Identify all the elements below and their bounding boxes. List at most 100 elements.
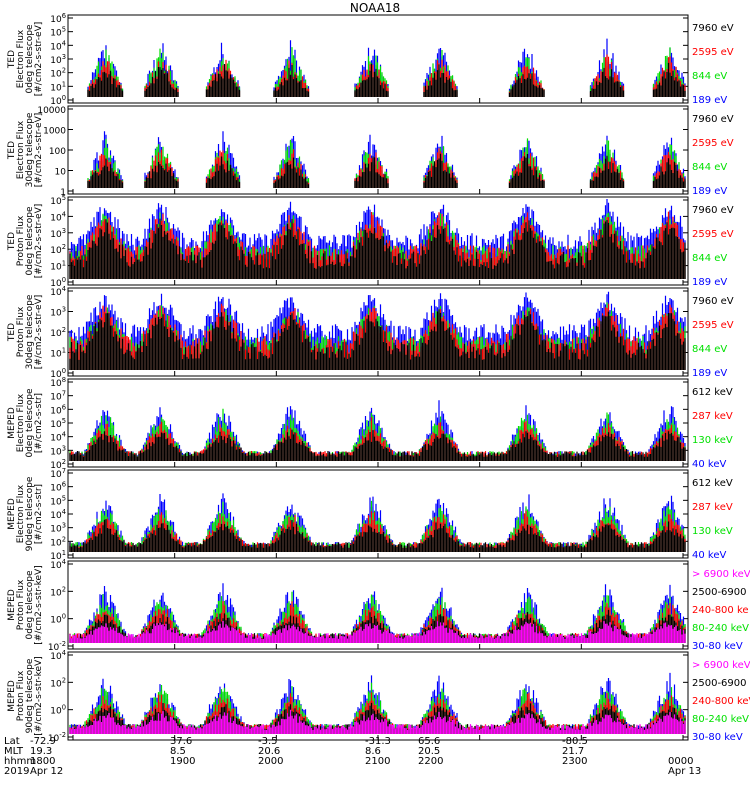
legend-entry: 189 eV: [692, 186, 727, 197]
legend-entry: 40 keV: [692, 550, 726, 561]
y-tick-label: 103: [50, 53, 66, 66]
footer-hhmm-value: 2200: [418, 756, 443, 767]
legend-entry: 7960 eV: [692, 23, 734, 34]
footer-hhmm-value: 2000: [258, 756, 283, 767]
y-axis-label: TED: [7, 141, 17, 160]
y-tick-label: 102: [50, 535, 66, 548]
y-tick-label: 100: [50, 367, 66, 380]
y-tick-label: 106: [50, 481, 66, 494]
legend-entry: 844 eV: [692, 71, 727, 82]
y-tick-label: 100: [50, 613, 66, 626]
y-axis-label: TED: [7, 323, 17, 342]
y-tick-label: 107: [50, 467, 66, 480]
legend-entry: 240-800 ke: [692, 605, 749, 616]
legend-entry: 7960 eV: [692, 296, 734, 307]
y-axis-label: 0deg telescope: [25, 570, 35, 640]
y-tick-label: 105: [50, 26, 66, 39]
legend-entry: 612 keV: [692, 387, 733, 398]
y-tick-label: 100: [49, 147, 66, 157]
y-axis-label: 30deg telescope: [25, 112, 35, 187]
legend-entry: 844 eV: [692, 162, 727, 173]
y-axis-label: MEPED: [7, 680, 17, 712]
y-tick-label: 101: [50, 549, 66, 562]
y-tick-label: 102: [50, 243, 66, 256]
footer-mlt-value: 21.7: [562, 746, 584, 757]
y-tick-label: 101: [50, 80, 66, 93]
footer-row-label: MLT: [4, 746, 24, 757]
legend-entry: > 6900 keV: [692, 569, 750, 580]
flux-trace-black: [87, 62, 686, 97]
y-axis-label: Electron Flux: [16, 484, 26, 543]
legend-entry: 7960 eV: [692, 205, 734, 216]
footer-mlt-value: 20.5: [418, 746, 440, 757]
y-tick-label: 105: [50, 417, 66, 430]
footer-row-label: Lat: [4, 736, 20, 747]
y-tick-label: 107: [50, 390, 66, 403]
panel-4: 100 101 102 103 104 TED Proton Flux 30deg teles…: [7, 285, 734, 380]
legend-entry: 240-800 keV: [692, 696, 750, 707]
flux-trace-black: [69, 429, 686, 461]
legend-entry: 189 eV: [692, 95, 727, 106]
legend-entry: 287 keV: [692, 411, 733, 422]
y-tick-label: 100: [50, 704, 66, 717]
y-tick-label: 102: [50, 67, 66, 80]
y-tick-label: 103: [50, 306, 66, 319]
footer-row-label: 2019: [4, 766, 29, 777]
y-tick-label: 103: [50, 227, 66, 240]
legend-entry: 2500-6900: [692, 678, 747, 689]
y-axis-label: Proton Flux: [16, 306, 26, 357]
y-tick-label: 104: [50, 649, 66, 662]
y-axis-label: TED: [7, 50, 17, 69]
y-axis-label: [#/cm2-s-str-keV]: [34, 656, 44, 735]
legend-entry: 7960 eV: [692, 114, 734, 125]
y-axis-label: 0deg telescope: [25, 388, 35, 458]
legend-entry: 287 keV: [692, 502, 733, 513]
y-tick-label: 106: [50, 12, 66, 25]
y-tick-label: 10-2: [48, 640, 66, 653]
footer-lat-value: 65.6: [418, 736, 440, 747]
footer-date-value: Apr 12: [30, 766, 63, 777]
y-tick-label: 1: [60, 188, 66, 198]
y-axis-label: MEPED: [7, 407, 17, 439]
y-axis-label: 90deg telescope: [25, 476, 35, 551]
y-tick-label: 1000: [43, 127, 66, 137]
chart-title: NOAA18: [350, 1, 400, 15]
footer-lat-value: -3.5: [258, 736, 278, 747]
footer-hhmm-value: 1800: [30, 756, 55, 767]
y-axis-label: [#/cm2-s-str]: [34, 393, 44, 453]
y-tick-label: 10-2: [48, 731, 66, 744]
y-tick-label: 104: [50, 431, 66, 444]
y-tick-label: 105: [50, 194, 66, 207]
y-tick-label: 104: [50, 39, 66, 52]
legend-entry: 2595 eV: [692, 47, 734, 58]
y-tick-label: 102: [50, 458, 66, 471]
legend-entry: 612 keV: [692, 478, 733, 489]
footer-lat-value: 37.6: [170, 736, 192, 747]
y-tick-label: 10: [55, 168, 67, 178]
legend-entry: 2595 eV: [692, 229, 734, 240]
y-axis-label: [#/cm2-s-str-eV]: [34, 22, 44, 97]
flux-trace-magenta: [69, 621, 686, 643]
footer-lat-value: -80.5: [562, 736, 588, 747]
footer-hhmm-value: 2100: [365, 756, 390, 767]
legend-entry: 130 keV: [692, 526, 733, 537]
panel-7: 10-2 100 102 104 MEPED Proton Flux 0deg telesc…: [7, 558, 750, 653]
legend-entry: 30-80 keV: [692, 641, 743, 652]
legend-entry: 130 keV: [692, 435, 733, 446]
y-tick-label: 101: [50, 260, 66, 273]
y-axis-label: [#/cm2-s-str]: [34, 484, 44, 544]
y-axis-label: [#/cm2-s-str-keV]: [34, 565, 44, 644]
panel-3: 100 101 102 103 104 105 TED Proton Flux 0deg tel…: [7, 194, 734, 289]
legend-entry: 844 eV: [692, 253, 727, 264]
y-axis-label: Electron Flux: [16, 29, 26, 88]
y-axis-label: MEPED: [7, 498, 17, 530]
y-axis-label: MEPED: [7, 589, 17, 621]
footer-hhmm-value: 0000: [668, 756, 693, 767]
footer-hhmm-value: 1900: [170, 756, 195, 767]
y-axis-label: 30deg telescope: [25, 294, 35, 369]
footer-mlt-value: 8.5: [170, 746, 186, 757]
legend-entry: 189 eV: [692, 277, 727, 288]
